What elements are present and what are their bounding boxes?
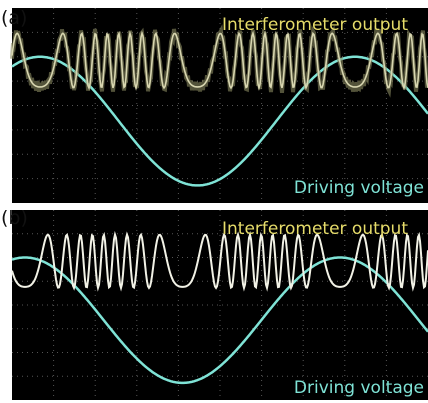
output-label: Interferometer output	[222, 15, 408, 35]
panel-label: (a)	[1, 7, 27, 29]
voltage-label: Driving voltage	[294, 378, 424, 398]
voltage-label: Driving voltage	[294, 178, 424, 198]
output-label: Interferometer output	[222, 219, 408, 239]
panel-label: (b)	[1, 207, 28, 229]
figure: (a) Interferometer output Driving voltag…	[0, 0, 428, 403]
